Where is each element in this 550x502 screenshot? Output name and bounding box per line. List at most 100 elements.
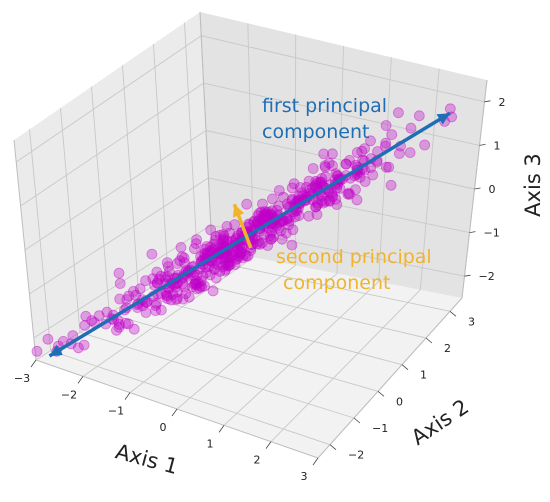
data-point <box>359 176 371 187</box>
data-point <box>248 215 260 227</box>
data-point <box>191 269 203 281</box>
data-point <box>120 317 131 329</box>
data-point <box>334 182 346 194</box>
data-point <box>286 182 298 194</box>
data-point <box>265 233 277 245</box>
data-point <box>342 188 354 200</box>
z-tick-label: 0 <box>489 183 496 196</box>
floor-grid-y <box>79 331 355 419</box>
left-wall-grid-z <box>33 224 212 339</box>
data-point <box>326 188 338 200</box>
data-point <box>219 259 231 271</box>
principal-component-arrows <box>48 111 451 358</box>
y-axis-label: Axis 2 <box>407 394 473 449</box>
x-tick-mark <box>124 392 131 400</box>
data-point <box>253 207 265 219</box>
data-point <box>101 306 113 318</box>
data-point <box>318 148 330 160</box>
data-point <box>289 211 301 223</box>
data-point <box>130 289 142 301</box>
data-point <box>326 191 338 203</box>
data-point <box>214 265 226 277</box>
data-point <box>331 199 343 210</box>
data-point <box>219 265 231 277</box>
data-point <box>80 310 92 322</box>
data-point <box>312 199 324 211</box>
data-point <box>231 253 243 265</box>
data-point <box>315 176 327 188</box>
data-point <box>252 210 264 222</box>
data-point <box>252 216 264 228</box>
data-point <box>224 251 236 263</box>
data-point <box>189 278 200 290</box>
data-point <box>244 219 255 231</box>
floor-grid-x <box>176 273 338 410</box>
data-point <box>229 251 241 263</box>
data-point <box>261 207 273 219</box>
y-tick-label: 2 <box>444 342 451 355</box>
data-point <box>326 148 338 160</box>
data-point <box>217 229 229 240</box>
data-point <box>241 198 253 210</box>
data-point <box>221 252 233 264</box>
data-point <box>344 154 355 166</box>
data-point <box>316 173 328 184</box>
data-point <box>351 194 363 206</box>
data-point <box>180 288 192 300</box>
data-point <box>273 200 285 212</box>
data-point <box>311 197 323 209</box>
back-vertical-edge <box>199 11 213 250</box>
data-point <box>351 147 363 158</box>
data-point <box>233 251 245 263</box>
data-point <box>163 265 175 277</box>
data-point <box>209 264 220 276</box>
first-principal-component-arrow-shaft <box>48 111 451 358</box>
data-point <box>230 247 241 259</box>
data-point <box>235 247 247 259</box>
data-point <box>150 297 162 309</box>
left-wall-grid-z <box>24 130 207 251</box>
data-point <box>113 267 125 279</box>
data-point <box>275 225 287 237</box>
data-point <box>310 175 322 187</box>
data-point <box>167 288 179 300</box>
data-point <box>286 239 298 251</box>
back-right-pane <box>200 12 487 298</box>
data-point <box>79 319 91 331</box>
data-point <box>365 135 376 147</box>
data-point <box>93 310 105 322</box>
data-point <box>263 206 275 218</box>
data-point <box>323 157 335 169</box>
data-point <box>221 220 233 232</box>
data-point <box>252 236 264 247</box>
right-wall-grid-z <box>201 35 485 103</box>
data-point <box>217 234 229 246</box>
data-point <box>31 345 43 357</box>
data-point <box>236 242 248 254</box>
data-point <box>42 333 54 345</box>
data-point <box>354 171 366 183</box>
x-axis-ticks: −3 −2 −1 0 1 2 3 <box>14 359 319 483</box>
back-left-pane <box>14 12 212 360</box>
data-point <box>217 235 229 247</box>
data-point <box>268 231 279 243</box>
x-tick-mark <box>30 359 37 368</box>
x-tick-label: 2 <box>254 454 261 467</box>
data-point <box>205 245 216 257</box>
data-point <box>177 278 189 289</box>
data-point <box>155 304 167 316</box>
z-tick-mark <box>479 144 486 146</box>
data-point <box>193 282 205 294</box>
data-point <box>191 279 203 291</box>
data-point <box>219 253 231 265</box>
data-point <box>123 290 135 302</box>
data-point <box>188 243 200 255</box>
data-point <box>380 120 392 131</box>
data-point <box>234 249 246 261</box>
data-point <box>208 262 220 274</box>
data-point <box>314 177 326 189</box>
data-point <box>161 290 173 302</box>
data-point <box>174 255 186 267</box>
data-point <box>207 285 219 297</box>
y-tick-label: 1 <box>420 369 427 382</box>
